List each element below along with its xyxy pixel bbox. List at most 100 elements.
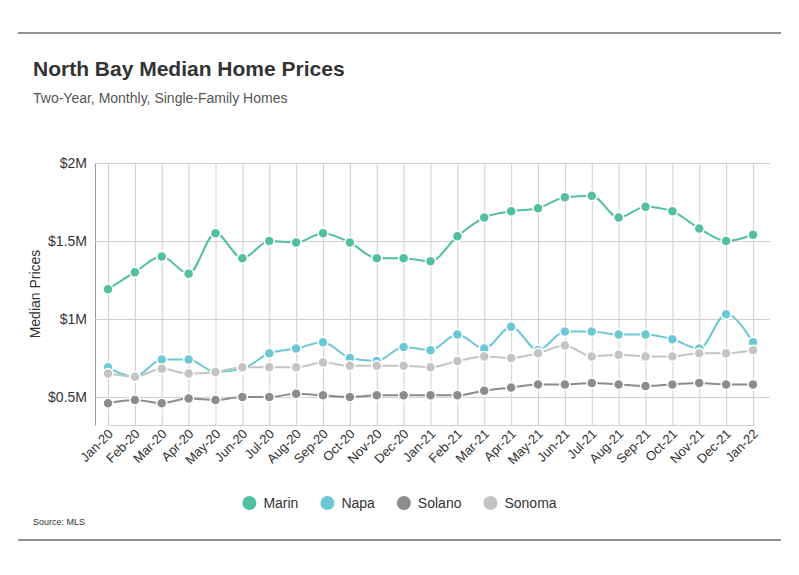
x-tick: Oct-20 [320, 163, 358, 464]
data-point [130, 395, 140, 405]
x-tick: Apr-21 [481, 163, 519, 464]
x-grid-line [323, 163, 324, 425]
y-grid-line [95, 241, 770, 242]
data-point [533, 379, 543, 389]
data-point [291, 389, 301, 399]
data-point [426, 256, 436, 266]
x-tick-label: Jun-21 [534, 426, 573, 465]
data-point [291, 344, 301, 354]
y-tick-label: $1.5M [48, 233, 87, 249]
data-point [264, 348, 274, 358]
data-point [318, 337, 328, 347]
data-point [264, 362, 274, 372]
subtitle: Two-Year, Monthly, Single-Family Homes [33, 90, 287, 106]
x-tick: Nov-20 [344, 163, 384, 466]
legend-swatch [320, 496, 334, 510]
data-point [694, 378, 704, 388]
legend-item: Solano [397, 495, 462, 511]
series-line [108, 345, 753, 376]
data-point [345, 392, 355, 402]
data-point [372, 390, 382, 400]
y-tick: $1M [60, 311, 770, 327]
data-point [533, 203, 543, 213]
x-grid-line [242, 163, 243, 425]
y-grid-line [95, 163, 770, 164]
x-tick: Jan-21 [400, 163, 439, 465]
legend-item: Sonoma [483, 495, 556, 511]
x-tick: Apr-20 [158, 163, 196, 464]
data-point [641, 330, 651, 340]
x-grid-line [296, 163, 297, 425]
legend-item: Napa [320, 495, 375, 511]
data-point [479, 351, 489, 361]
data-point [587, 326, 597, 336]
data-point [318, 228, 328, 238]
plot-area [103, 191, 758, 408]
data-point [748, 345, 758, 355]
data-point [748, 379, 758, 389]
data-point [157, 364, 167, 374]
data-point [264, 392, 274, 402]
data-point [614, 330, 624, 340]
legend-item: Marin [242, 495, 298, 511]
data-point [184, 393, 194, 403]
title: North Bay Median Home Prices [33, 57, 345, 80]
x-grid-line [457, 163, 458, 425]
data-point [130, 372, 140, 382]
x-tick-label: Jun-20 [212, 426, 251, 465]
data-point [452, 356, 462, 366]
data-point [667, 206, 677, 216]
data-point [614, 379, 624, 389]
data-point [372, 253, 382, 263]
data-point [452, 390, 462, 400]
data-point [184, 355, 194, 365]
x-grid-line [404, 163, 405, 425]
legend-label: Solano [418, 495, 462, 511]
data-point [264, 236, 274, 246]
data-point [157, 355, 167, 365]
x-grid-line [431, 163, 432, 425]
data-point [345, 361, 355, 371]
bottom-rule [18, 540, 781, 541]
y-tick-label: $0.5M [48, 389, 87, 405]
x-tick: Jul-20 [242, 163, 278, 462]
x-tick: Mar-20 [130, 163, 170, 466]
y-axis-line [95, 164, 96, 426]
data-point [184, 369, 194, 379]
data-point [479, 386, 489, 396]
x-tick: May-20 [182, 163, 223, 467]
data-point [587, 351, 597, 361]
data-point [237, 392, 247, 402]
x-tick: Aug-20 [264, 163, 304, 466]
data-point [372, 361, 382, 371]
y-grid-line [95, 319, 770, 320]
data-point [426, 362, 436, 372]
data-point [237, 362, 247, 372]
data-point [587, 378, 597, 388]
chart: North Bay Median Home Prices Two-Year, Mo… [0, 0, 799, 575]
data-point [399, 342, 409, 352]
data-point [399, 361, 409, 371]
y-tick: $2M [60, 155, 770, 171]
source: Source: MLS [33, 517, 85, 527]
data-point [694, 224, 704, 234]
data-point [560, 340, 570, 350]
legend-label: Napa [341, 495, 375, 511]
data-point [103, 398, 113, 408]
series-line [108, 314, 753, 376]
data-point [506, 353, 516, 363]
data-point [426, 345, 436, 355]
data-point [103, 369, 113, 379]
data-point [452, 330, 462, 340]
data-point [426, 390, 436, 400]
data-point [614, 350, 624, 360]
x-grid-line [189, 163, 190, 425]
data-point [614, 213, 624, 223]
series-line [108, 196, 753, 290]
y-axis-title: Median Prices [27, 250, 43, 339]
legend-swatch [397, 496, 411, 510]
x-grid-line [269, 163, 270, 425]
data-point [587, 191, 597, 201]
x-axis-line [109, 425, 754, 426]
x-tick-label: Jan-22 [722, 426, 761, 465]
